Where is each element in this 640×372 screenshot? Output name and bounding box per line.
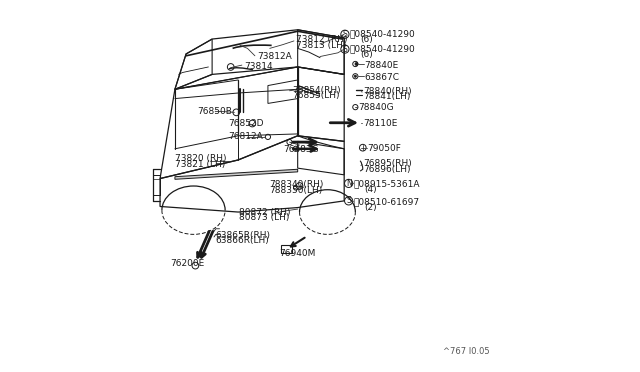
Text: 788350(LH): 788350(LH) — [269, 186, 323, 195]
Text: N: N — [346, 179, 351, 188]
Text: 76483G: 76483G — [284, 145, 319, 154]
Text: S: S — [346, 196, 351, 205]
Text: 78840E: 78840E — [365, 61, 399, 70]
Text: 73813 (LH): 73813 (LH) — [296, 41, 346, 50]
Text: 73814: 73814 — [244, 62, 273, 71]
Text: 78841(LH): 78841(LH) — [363, 92, 410, 101]
Text: Ⓢ08510-61697: Ⓢ08510-61697 — [353, 197, 420, 206]
Text: 76812A: 76812A — [228, 132, 262, 141]
Text: Ⓝ08915-5361A: Ⓝ08915-5361A — [353, 180, 420, 189]
Text: 76895(RH): 76895(RH) — [363, 159, 412, 168]
Text: 73812A: 73812A — [257, 52, 291, 61]
Text: 73821 (LH): 73821 (LH) — [175, 160, 225, 169]
Text: Ⓢ08540-41290: Ⓢ08540-41290 — [349, 30, 415, 39]
Text: (6): (6) — [360, 50, 373, 59]
Text: 63865R(RH): 63865R(RH) — [216, 231, 271, 240]
Text: ^767 I0.05: ^767 I0.05 — [443, 347, 490, 356]
Text: 79050F: 79050F — [367, 144, 401, 153]
Text: 78840(RH): 78840(RH) — [363, 87, 412, 96]
Text: 76850B: 76850B — [197, 107, 232, 116]
Text: 73820 (RH): 73820 (RH) — [175, 154, 227, 163]
Text: 63867C: 63867C — [365, 73, 399, 81]
Text: 78110E: 78110E — [363, 119, 397, 128]
Text: 63866R(LH): 63866R(LH) — [216, 236, 269, 245]
Polygon shape — [175, 169, 298, 179]
Text: (6): (6) — [360, 35, 373, 44]
Circle shape — [355, 62, 358, 65]
Text: 76896(LH): 76896(LH) — [363, 165, 410, 174]
Text: S: S — [342, 30, 348, 39]
Text: (4): (4) — [365, 185, 377, 194]
Text: 76852D: 76852D — [228, 119, 264, 128]
Text: (2): (2) — [365, 203, 377, 212]
Text: 80872 (RH): 80872 (RH) — [239, 208, 290, 217]
Circle shape — [354, 75, 356, 77]
Text: 76854(RH): 76854(RH) — [292, 86, 340, 94]
Text: 80873 (LH): 80873 (LH) — [239, 213, 289, 222]
Text: 788340(RH): 788340(RH) — [269, 180, 323, 189]
Text: 76200E: 76200E — [170, 259, 205, 267]
Text: Ⓢ08540-41290: Ⓢ08540-41290 — [349, 45, 415, 54]
Text: 76855(LH): 76855(LH) — [292, 91, 339, 100]
Text: 76940M: 76940M — [279, 249, 316, 258]
Text: S: S — [342, 45, 348, 54]
Text: 78840G: 78840G — [358, 103, 394, 112]
Text: 73812 (RH): 73812 (RH) — [296, 35, 348, 44]
